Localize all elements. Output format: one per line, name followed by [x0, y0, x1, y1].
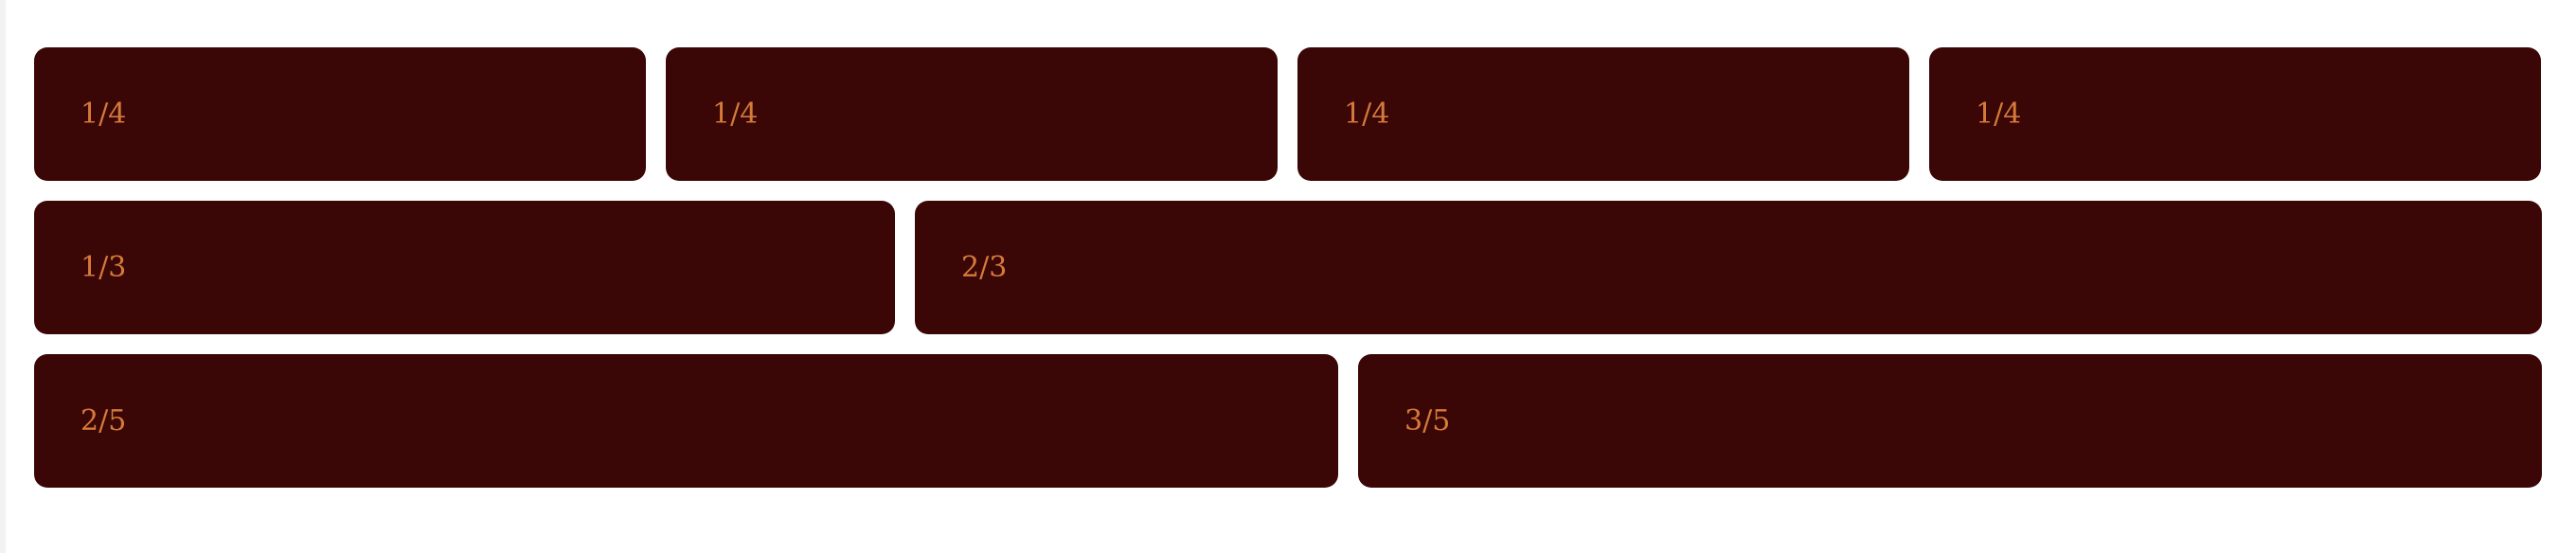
grid-cell-label: 1/4 [80, 97, 127, 131]
grid-cell-1-3: 1/3 [34, 201, 895, 334]
grid-cell-label: 1/4 [712, 97, 759, 131]
grid-cell-2-5: 2/5 [34, 354, 1338, 488]
grid-cell-1-4: 1/4 [34, 47, 646, 181]
grid-row-thirds: 1/3 2/3 [34, 201, 2542, 334]
grid-cell-3-5: 3/5 [1358, 354, 2542, 488]
grid-cell-label: 1/4 [1344, 97, 1390, 131]
grid-cell-label: 1/4 [1976, 97, 2022, 131]
grid-cell-1-4: 1/4 [1929, 47, 2541, 181]
grid-cell-1-4: 1/4 [1297, 47, 1909, 181]
grid-cell-label: 2/3 [961, 250, 1008, 284]
left-edge-strip [0, 0, 6, 553]
grid-row-fifths: 2/5 3/5 [34, 354, 2542, 488]
grid-row-quarters: 1/4 1/4 1/4 1/4 [34, 47, 2542, 181]
grid-cell-2-3: 2/3 [915, 201, 2542, 334]
grid-cell-label: 2/5 [80, 403, 127, 437]
grid-cell-1-4: 1/4 [666, 47, 1278, 181]
layout-grid: 1/4 1/4 1/4 1/4 1/3 2/3 2/5 3/5 [34, 47, 2542, 508]
grid-cell-label: 1/3 [80, 250, 127, 284]
grid-cell-label: 3/5 [1404, 403, 1451, 437]
